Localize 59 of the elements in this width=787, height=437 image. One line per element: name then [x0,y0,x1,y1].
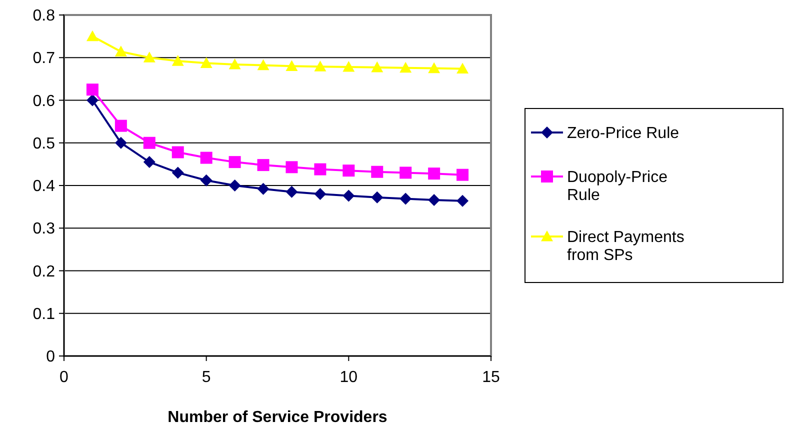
point [200,152,212,164]
y-tick-label: 0 [46,348,56,366]
y-tick-label: 0.4 [32,178,56,196]
point [200,57,212,68]
point [286,186,298,198]
point [286,161,298,174]
point [342,164,355,177]
point [143,52,156,62]
y-tick-label: 0.1 [32,306,56,323]
point [228,180,241,192]
point [257,59,270,70]
point [428,168,440,180]
point [428,62,440,74]
point [456,168,469,181]
point [456,62,469,74]
y-tick-label: 0.3 [32,220,56,238]
y-tick-label: 0.5 [32,135,56,152]
point [143,136,156,149]
point [428,194,440,206]
x-tick-label: 15 [482,369,500,386]
point [114,46,127,56]
point [86,94,98,106]
point [314,60,326,72]
point [172,166,184,179]
x-axis-title: Number of Service Providers [168,409,388,426]
point [257,159,270,172]
point [371,61,384,72]
point [228,156,241,168]
point [172,55,184,66]
point [371,166,384,178]
point [314,188,326,200]
point [456,194,469,207]
point [172,146,184,158]
y-tick-label: 0.6 [32,92,56,110]
x-tick-label: 5 [202,369,211,386]
point [400,166,412,179]
y-tick-label: 0.7 [32,50,56,68]
point [286,60,298,71]
legend-label: Zero-Price Rule [567,125,680,142]
point [86,30,98,42]
point [257,182,270,195]
point [143,156,156,168]
point [200,174,212,186]
point [400,192,412,205]
x-tick-label: 0 [60,369,69,386]
point [86,84,98,96]
point [400,62,412,73]
point [314,163,326,176]
point [114,120,127,132]
point [228,58,241,70]
legend-label: Direct Payments from SPs [567,229,684,264]
point [371,191,384,204]
point [342,190,355,202]
y-tick-label: 0.2 [32,263,56,280]
x-tick-label: 10 [340,369,358,386]
point [342,61,355,72]
legend-label: Duopoly-Price Rule [567,169,668,204]
y-tick-label: 0.8 [32,8,56,25]
point [114,136,127,149]
